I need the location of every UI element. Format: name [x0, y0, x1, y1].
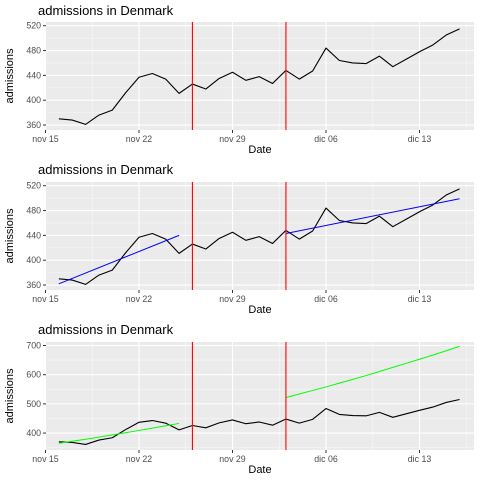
x-tick-label: nov 22 — [126, 294, 153, 304]
x-tick-label: nov 29 — [219, 454, 246, 464]
y-axis-label: admissions — [4, 208, 16, 264]
y-tick-label: 600 — [26, 370, 41, 380]
y-tick-label: 400 — [26, 255, 41, 265]
y-tick-label: 500 — [26, 399, 41, 409]
plot-panel — [46, 182, 474, 290]
chart-1: nov 15 nov 22 nov 29 dic 06 dic 13 360 400 440 4… — [4, 21, 474, 156]
y-tick-label: 360 — [26, 120, 41, 130]
y-tick-label: 480 — [26, 46, 41, 56]
x-tick-label: nov 22 — [126, 454, 153, 464]
y-tick-label: 480 — [26, 206, 41, 216]
x-tick-label: nov 29 — [219, 294, 246, 304]
x-tick-label: dic 13 — [408, 294, 432, 304]
chart-3-title: admissions in Denmark — [38, 322, 174, 337]
x-tick-label: nov 29 — [219, 134, 246, 144]
series-line — [58, 28, 460, 125]
fit-line — [58, 234, 180, 285]
y-tick-label: 440 — [26, 230, 41, 240]
fit-line — [285, 345, 460, 398]
y-tick-label: 520 — [26, 21, 41, 31]
chart-2-title: admissions in Denmark — [38, 162, 174, 177]
fit-line — [285, 198, 460, 235]
y-tick-label: 440 — [26, 70, 41, 80]
x-tick-label: nov 15 — [32, 454, 59, 464]
series-line — [58, 398, 460, 446]
x-tick-label: nov 22 — [126, 134, 153, 144]
y-axis-label: admissions — [4, 48, 16, 104]
plot-panel — [46, 342, 474, 450]
x-tick-label: dic 06 — [314, 134, 338, 144]
plot-panel — [46, 22, 474, 130]
y-tick-label: 360 — [26, 280, 41, 290]
chart-3: nov 15 nov 22 nov 29 dic 06 dic 13 400 500 600 7… — [4, 341, 474, 476]
y-tick-label: 400 — [26, 428, 41, 438]
x-tick-label: nov 15 — [32, 134, 59, 144]
series-line — [58, 188, 460, 285]
x-axis-label: Date — [248, 464, 271, 476]
x-tick-label: dic 13 — [408, 454, 432, 464]
x-axis-label: Date — [248, 304, 271, 316]
y-tick-label: 700 — [26, 341, 41, 351]
x-tick-label: dic 13 — [408, 134, 432, 144]
chart-1-title: admissions in Denmark — [38, 3, 174, 18]
x-tick-label: dic 06 — [314, 454, 338, 464]
x-tick-label: nov 15 — [32, 294, 59, 304]
x-tick-label: dic 06 — [314, 294, 338, 304]
y-tick-label: 400 — [26, 95, 41, 105]
chart-2: nov 15 nov 22 nov 29 dic 06 dic 13 360 400 440 4… — [4, 181, 474, 316]
fit-line — [58, 422, 180, 444]
y-axis-label: admissions — [4, 368, 16, 424]
x-axis-label: Date — [248, 144, 271, 156]
y-tick-label: 520 — [26, 181, 41, 191]
